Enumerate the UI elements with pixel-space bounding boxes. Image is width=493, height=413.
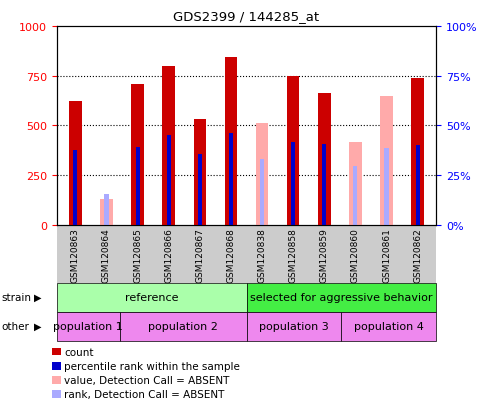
Bar bbox=[100, 199, 113, 225]
Text: rank, Detection Call = ABSENT: rank, Detection Call = ABSENT bbox=[64, 389, 224, 399]
Bar bbox=[322, 145, 326, 225]
Bar bbox=[287, 76, 299, 225]
Text: population 1: population 1 bbox=[53, 321, 123, 331]
Bar bbox=[73, 151, 77, 225]
Bar bbox=[194, 120, 206, 225]
Bar bbox=[318, 94, 330, 225]
Bar bbox=[353, 166, 357, 225]
Text: ▶: ▶ bbox=[34, 292, 41, 302]
Bar bbox=[291, 143, 295, 225]
Bar bbox=[198, 155, 202, 225]
Text: strain: strain bbox=[1, 292, 31, 302]
Text: population 4: population 4 bbox=[354, 321, 424, 331]
Bar bbox=[167, 136, 171, 225]
Bar bbox=[105, 195, 108, 225]
Bar bbox=[131, 84, 144, 225]
Bar bbox=[229, 134, 233, 225]
Bar bbox=[136, 148, 140, 225]
Bar bbox=[412, 78, 424, 225]
Bar bbox=[380, 97, 393, 225]
Bar bbox=[225, 57, 237, 225]
Bar bbox=[69, 102, 81, 225]
Bar bbox=[256, 124, 268, 225]
Text: other: other bbox=[1, 321, 29, 331]
Text: population 2: population 2 bbox=[148, 321, 218, 331]
Text: population 3: population 3 bbox=[259, 321, 329, 331]
Text: value, Detection Call = ABSENT: value, Detection Call = ABSENT bbox=[64, 375, 229, 385]
Bar bbox=[385, 149, 388, 225]
Bar bbox=[416, 146, 420, 225]
Text: ▶: ▶ bbox=[34, 321, 41, 331]
Text: count: count bbox=[64, 347, 94, 357]
Bar bbox=[260, 160, 264, 225]
Text: selected for aggressive behavior: selected for aggressive behavior bbox=[250, 292, 433, 302]
Text: percentile rank within the sample: percentile rank within the sample bbox=[64, 361, 240, 371]
Bar bbox=[349, 143, 362, 225]
Bar bbox=[163, 66, 175, 225]
Text: reference: reference bbox=[125, 292, 178, 302]
Text: GDS2399 / 144285_at: GDS2399 / 144285_at bbox=[174, 10, 319, 23]
